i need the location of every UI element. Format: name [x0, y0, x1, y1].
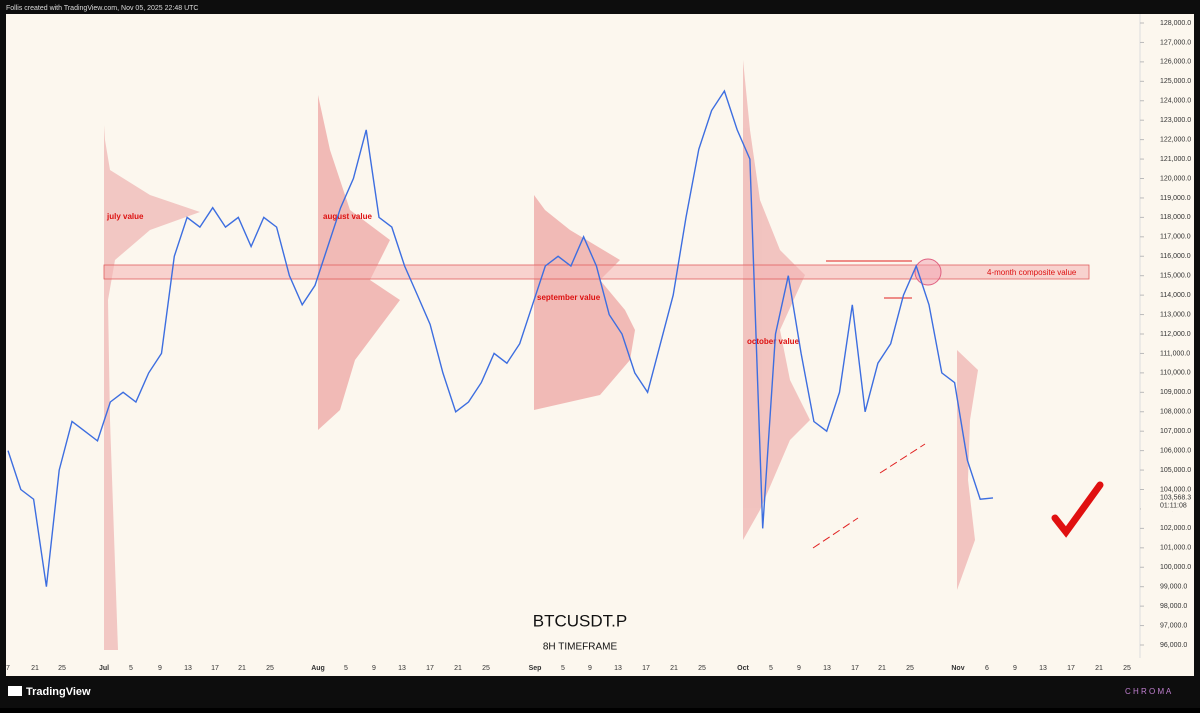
x-tick-label: 21: [238, 665, 246, 672]
x-tick-label: 5: [561, 665, 565, 672]
y-tick-label: 101,000.0: [1160, 545, 1191, 552]
trend-line: [879, 443, 926, 474]
annotation: october value: [747, 337, 800, 346]
y-tick-label: 98,000.0: [1160, 603, 1187, 610]
chart-subtitle: 8H TIMEFRAME: [543, 642, 618, 653]
y-tick-label: 127,000.0: [1160, 39, 1191, 46]
y-tick-label: 122,000.0: [1160, 136, 1191, 143]
x-tick-label: 13: [184, 665, 192, 672]
x-tick-label: 5: [129, 665, 133, 672]
x-tick-label: 17: [426, 665, 434, 672]
y-tick-label: 119,000.0: [1160, 195, 1191, 202]
x-tick-label: 17: [851, 665, 859, 672]
x-tick-label: 17: [642, 665, 650, 672]
y-tick-label: 126,000.0: [1160, 59, 1191, 66]
y-tick-label: 115,000.0: [1160, 273, 1191, 280]
x-tick-label: 25: [482, 665, 490, 672]
y-tick-label: 116,000.0: [1160, 253, 1191, 260]
annotation: july value: [106, 212, 144, 221]
brand: TradingView: [26, 686, 91, 698]
y-tick-label: 117,000.0: [1160, 234, 1191, 241]
y-tick-label: 121,000.0: [1160, 156, 1191, 163]
y-tick-label: 112,000.0: [1160, 331, 1191, 338]
x-tick-label: 25: [698, 665, 706, 672]
x-tick-label: 9: [797, 665, 801, 672]
x-tick-label: 7: [6, 665, 10, 672]
x-tick-label: Aug: [311, 665, 325, 672]
x-tick-label: 6: [985, 665, 989, 672]
last-price-label: 103,568.3: [1160, 495, 1191, 502]
trend-line: [812, 517, 859, 549]
august-profile: [318, 95, 400, 430]
x-tick-label: 13: [1039, 665, 1047, 672]
y-tick-label: 99,000.0: [1160, 584, 1187, 591]
y-tick-label: 108,000.0: [1160, 409, 1191, 416]
y-tick-label: 114,000.0: [1160, 292, 1191, 299]
x-tick-label: Nov: [951, 665, 964, 672]
y-tick-label: 102,000.0: [1160, 525, 1191, 532]
watermark: C H R O M A: [1125, 687, 1172, 696]
x-tick-label: 25: [906, 665, 914, 672]
annotation: 4-month composite value: [987, 268, 1077, 277]
x-tick-label: 21: [878, 665, 886, 672]
x-tick-label: 21: [454, 665, 462, 672]
last-price-marker: [1141, 492, 1193, 512]
x-tick-label: 25: [266, 665, 274, 672]
countdown: 01:11:08: [1160, 503, 1187, 510]
y-tick-label: 109,000.0: [1160, 389, 1191, 396]
july-profile: [104, 125, 200, 650]
x-tick-label: 25: [1123, 665, 1131, 672]
y-tick-label: 125,000.0: [1160, 78, 1191, 85]
highlight-circle: [914, 258, 942, 286]
y-tick-label: 106,000.0: [1160, 447, 1191, 454]
header: Follis created with TradingView.com, Nov…: [6, 5, 198, 12]
y-tick-label: 111,000.0: [1160, 350, 1190, 357]
x-tick-label: 9: [372, 665, 376, 672]
y-tick-label: 123,000.0: [1160, 117, 1191, 124]
y-tick-label: 97,000.0: [1160, 622, 1187, 629]
y-tick-label: 110,000.0: [1160, 370, 1191, 377]
x-tick-label: 21: [670, 665, 678, 672]
x-tick-label: 13: [398, 665, 406, 672]
x-tick-label: Sep: [529, 665, 542, 672]
x-tick-label: 13: [823, 665, 831, 672]
logo: [8, 686, 22, 696]
price-line: [7, 89, 994, 587]
x-tick-label: 9: [1013, 665, 1017, 672]
x-tick-label: 5: [344, 665, 348, 672]
chart-title: BTCUSDT.P: [533, 611, 627, 630]
markers: [812, 260, 926, 549]
y-tick-label: 107,000.0: [1160, 428, 1191, 435]
check-icon: [1051, 481, 1104, 538]
y-tick-label: 120,000.0: [1160, 175, 1191, 182]
september-profile: [534, 195, 635, 410]
october-profile: [743, 60, 810, 540]
y-tick-label: 100,000.0: [1160, 564, 1191, 571]
y-tick-label: 96,000.0: [1160, 642, 1187, 649]
x-tick-label: Jul: [99, 665, 109, 672]
y-tick-label: 128,000.0: [1160, 20, 1191, 27]
y-tick-label: 113,000.0: [1160, 311, 1191, 318]
annotation: september value: [537, 293, 601, 302]
x-tick-label: 17: [1067, 665, 1075, 672]
november-profile: [957, 350, 978, 590]
x-tick-label: 5: [769, 665, 773, 672]
y-tick-label: 118,000.0: [1160, 214, 1191, 221]
x-tick-label: 25: [58, 665, 66, 672]
x-tick-label: 17: [211, 665, 219, 672]
x-tick-label: 21: [1095, 665, 1103, 672]
x-tick-label: 13: [614, 665, 622, 672]
x-tick-label: 9: [588, 665, 592, 672]
x-tick-label: 21: [31, 665, 39, 672]
y-tick-label: 124,000.0: [1160, 98, 1191, 105]
x-tick-label: Oct: [737, 665, 749, 672]
y-tick-label: 105,000.0: [1160, 467, 1191, 474]
volume-profiles: [104, 60, 978, 650]
annotation: august value: [323, 212, 372, 221]
y-tick-label: 104,000.0: [1160, 486, 1191, 493]
x-tick-label: 9: [158, 665, 162, 672]
